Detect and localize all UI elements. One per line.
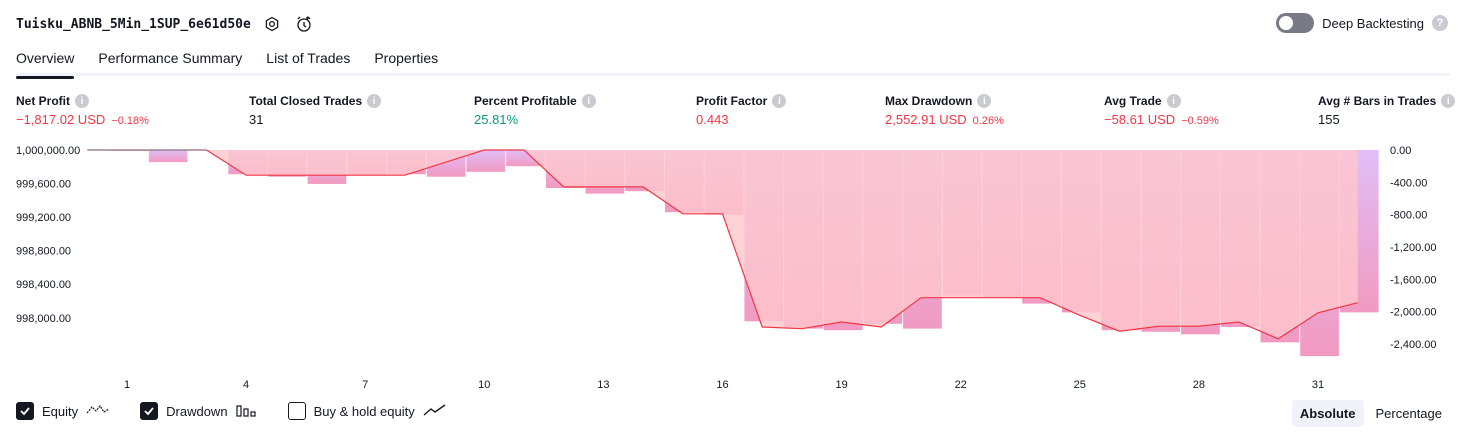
legend-drawdown[interactable]: Drawdown <box>140 402 257 420</box>
settings-icon[interactable] <box>261 13 283 35</box>
metric-percent: 0.26% <box>972 115 1004 127</box>
deep-backtesting-control: Deep Backtesting ? <box>1276 13 1448 33</box>
right-axis-tick: -2,400.00 <box>1390 339 1436 351</box>
right-axis-tick: -400.00 <box>1390 177 1427 189</box>
metric-value: 25.81% <box>474 112 519 127</box>
metric-percent: −0.59% <box>1181 115 1219 127</box>
deep-backtesting-toggle[interactable] <box>1276 13 1315 33</box>
strategy-name: Tuisku_ABNB_5Min_1SUP_6e61d50e <box>16 16 251 32</box>
drawdown-bars-icon <box>235 403 258 420</box>
tab-list-of-trades[interactable]: List of Trades <box>266 50 351 66</box>
metric-label: Total Closed Trades <box>249 94 363 108</box>
buy-hold-line-icon <box>423 403 447 420</box>
legend-equity[interactable]: Equity <box>16 402 110 420</box>
left-axis-tick: 999,600.00 <box>16 179 71 191</box>
legend-label: Drawdown <box>166 403 228 419</box>
x-axis-tick: 19 <box>835 379 847 391</box>
toggle-knob <box>1279 16 1294 30</box>
info-icon[interactable]: i <box>75 94 89 108</box>
left-axis-tick: 999,200.00 <box>16 212 71 224</box>
left-axis-tick: 1,000,000.00 <box>16 145 80 157</box>
equity-line-icon <box>86 403 110 420</box>
value-mode-toggle: Absolute Percentage <box>1291 400 1450 427</box>
legend-label: Equity <box>42 403 79 419</box>
x-axis: 1 4 7 10 13 16 19 22 25 28 31 <box>124 379 1324 391</box>
right-axis-tick: 0.00 <box>1390 145 1411 157</box>
metric-avg-trade: Avg Trade i −58.61 USD −0.59% <box>1104 92 1219 127</box>
x-axis-tick: 22 <box>955 379 967 391</box>
right-axis-tick: -800.00 <box>1390 210 1427 222</box>
absolute-button[interactable]: Absolute <box>1291 400 1364 427</box>
x-axis-tick: 31 <box>1312 379 1324 391</box>
metric-value: 0.443 <box>696 112 729 127</box>
metric-label: Net Profit <box>16 94 70 108</box>
alert-clock-icon[interactable] <box>293 13 315 35</box>
equity-area-fill <box>87 150 1358 339</box>
x-axis-tick: 7 <box>362 379 368 391</box>
x-axis-tick: 28 <box>1193 379 1205 391</box>
right-axis-tick: -2,000.00 <box>1390 307 1436 319</box>
tab-properties[interactable]: Properties <box>374 50 439 66</box>
legend-label: Buy & hold equity <box>313 403 415 419</box>
metric-avg-bars-in-trades: Avg # Bars in Trades i 155 <box>1318 92 1456 127</box>
x-axis-tick: 13 <box>597 379 609 391</box>
help-icon[interactable]: ? <box>1432 15 1448 31</box>
report-header: Tuisku_ABNB_5Min_1SUP_6e61d50e <box>16 12 315 36</box>
info-icon[interactable]: i <box>581 94 596 108</box>
metric-value: −58.61 USD <box>1104 112 1176 127</box>
metric-percent-profitable: Percent Profitable i 25.81% <box>474 92 596 127</box>
x-axis-tick: 25 <box>1074 379 1086 391</box>
metric-value: 31 <box>249 112 264 127</box>
equity-drawdown-chart[interactable]: 1,000,000.00 999,600.00 999,200.00 998,800.… <box>0 138 1466 396</box>
right-axis-tick: -1,600.00 <box>1390 274 1436 286</box>
info-icon[interactable]: i <box>1166 94 1181 108</box>
report-tabs: Overview Performance Summary List of Tra… <box>16 44 1450 79</box>
metric-label: Avg # Bars in Trades <box>1318 94 1437 108</box>
equity-checkbox[interactable] <box>16 402 34 420</box>
metric-value: −1,817.02 USD <box>16 112 106 127</box>
equity-line <box>87 149 1358 340</box>
x-axis-tick: 4 <box>243 379 249 391</box>
metric-label: Avg Trade <box>1104 94 1162 108</box>
metric-label: Profit Factor <box>696 94 768 108</box>
left-axis-tick: 998,400.00 <box>16 279 71 291</box>
tab-overview[interactable]: Overview <box>16 44 75 79</box>
info-icon[interactable]: i <box>1441 94 1456 108</box>
deep-backtesting-label: Deep Backtesting <box>1322 15 1424 31</box>
drawdown-bar <box>148 150 188 163</box>
drawdown-checkbox[interactable] <box>140 402 159 420</box>
buy-hold-checkbox[interactable] <box>287 402 306 420</box>
left-axis-tick: 998,800.00 <box>16 246 71 258</box>
x-axis-tick: 10 <box>478 379 490 391</box>
x-axis-tick: 1 <box>124 379 130 391</box>
right-axis: 0.00 -400.00 -800.00 -1,200.00 -1,600.00 -2,0… <box>1390 145 1436 351</box>
metric-label: Percent Profitable <box>474 94 577 108</box>
metric-percent: −0.18% <box>111 115 149 127</box>
metric-label: Max Drawdown <box>885 94 973 108</box>
info-icon[interactable]: i <box>772 94 787 108</box>
right-axis-tick: -1,200.00 <box>1390 242 1436 254</box>
metric-profit-factor: Profit Factor i 0.443 <box>696 92 787 127</box>
chart-legend: Equity Drawdown Buy & hold equity <box>16 402 447 420</box>
metric-value: 155 <box>1318 112 1340 127</box>
left-axis-tick: 998,000.00 <box>16 313 71 325</box>
percentage-button[interactable]: Percentage <box>1375 406 1443 421</box>
metric-net-profit: Net Profit i −1,817.02 USD −0.18% <box>16 92 149 127</box>
drawdown-bar <box>466 150 506 172</box>
x-axis-tick: 16 <box>716 379 728 391</box>
metric-value: 2,552.91 USD <box>885 112 967 127</box>
info-icon[interactable]: i <box>367 94 382 108</box>
metrics-row: Net Profit i −1,817.02 USD −0.18% Total Cl… <box>16 92 1456 132</box>
left-axis: 1,000,000.00 999,600.00 999,200.00 998,800.… <box>16 145 80 325</box>
metric-max-drawdown: Max Drawdown i 2,552.91 USD 0.26% <box>885 92 1004 127</box>
info-icon[interactable]: i <box>977 94 992 108</box>
legend-buy-hold-equity[interactable]: Buy & hold equity <box>287 402 447 420</box>
metric-total-closed-trades: Total Closed Trades i 31 <box>249 92 382 127</box>
tab-performance-summary[interactable]: Performance Summary <box>98 50 243 66</box>
